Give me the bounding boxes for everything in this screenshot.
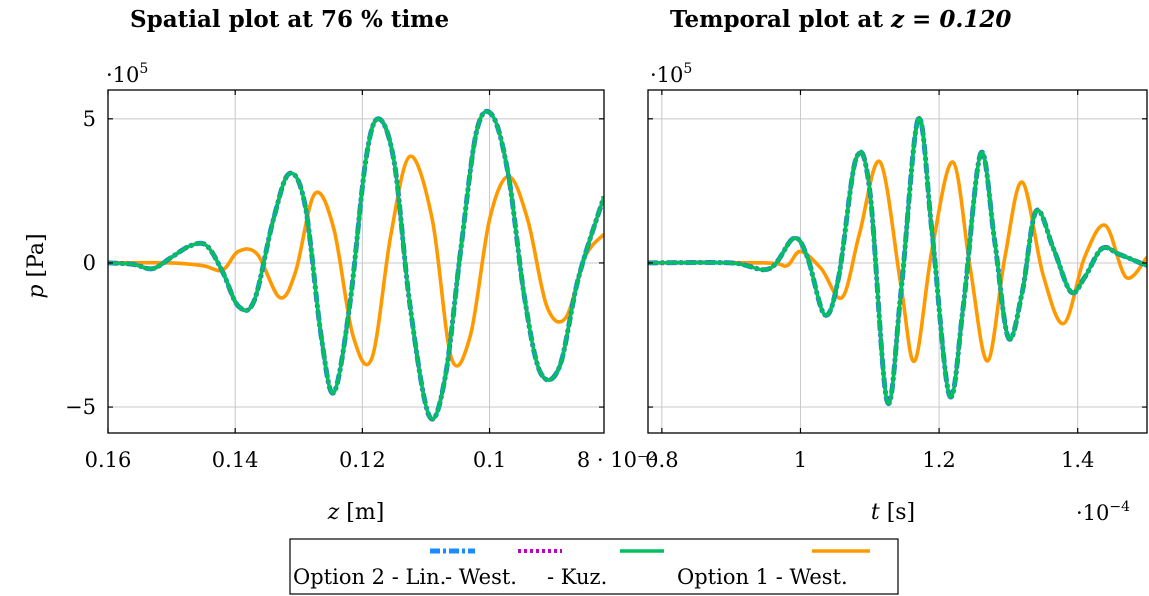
legend-label: Option 2 - Lin. — [293, 565, 446, 589]
x-tick-label: 1 — [794, 448, 807, 472]
temporal-x-multiplier: ·10−4 — [1076, 499, 1130, 525]
series-line-solid — [648, 116, 1147, 406]
legend-label: - West. — [445, 565, 517, 589]
x-tick-label: 0.12 — [339, 448, 386, 472]
spatial-x-axis-label: z [m] — [327, 500, 385, 525]
spatial-plot-frame — [107, 89, 605, 434]
x-tick-label: 1.2 — [922, 448, 955, 472]
series-line-solid — [108, 154, 604, 368]
x-tick-label: 0.16 — [85, 448, 132, 472]
legend-label: - Kuz. — [547, 565, 607, 589]
series-line-solid — [108, 109, 604, 421]
spatial-y-axis-label: p [Pa] — [24, 233, 49, 298]
temporal-plot: Temporal plot at z = 0.120 ·105 t [s] ·1… — [645, 6, 1148, 525]
temporal-plot-title: Temporal plot at z = 0.120 — [670, 6, 1011, 33]
temporal-plot-frame — [647, 89, 1148, 434]
spatial-series — [108, 108, 604, 422]
x-tick-label: 0.8 — [645, 448, 678, 472]
x-tick-label: 1.4 — [1061, 448, 1094, 472]
temporal-ticks: 0.8 1 1.2 1.4 — [645, 90, 1147, 472]
series-line-solid — [648, 159, 1147, 364]
legend-box — [289, 538, 899, 595]
spatial-plot: Spatial plot at 76 % time ·105 p [Pa] z … — [24, 6, 657, 525]
temporal-y-multiplier: ·105 — [650, 61, 692, 87]
y-tick-label: 0 — [83, 251, 96, 275]
temporal-series — [648, 115, 1147, 407]
legend: Option 2 - Lin. - West. - Kuz. Option 1 -… — [289, 538, 899, 595]
x-tick-label: 0.1 — [473, 448, 506, 472]
y-tick-label: 5 — [83, 107, 96, 131]
x-tick-label: 0.14 — [212, 448, 259, 472]
x-tick-label: 8 · 10⁻² — [577, 448, 657, 472]
legend-label: Option 1 - West. — [677, 565, 848, 589]
spatial-y-multiplier: ·105 — [106, 61, 148, 87]
temporal-x-axis-label: t [s] — [871, 500, 915, 525]
spatial-ticks: 5 0 −5 0.16 0.14 0.12 0.1 8 · 10⁻² — [65, 90, 657, 472]
spatial-plot-title: Spatial plot at 76 % time — [130, 6, 449, 33]
y-tick-label: −5 — [65, 395, 96, 419]
